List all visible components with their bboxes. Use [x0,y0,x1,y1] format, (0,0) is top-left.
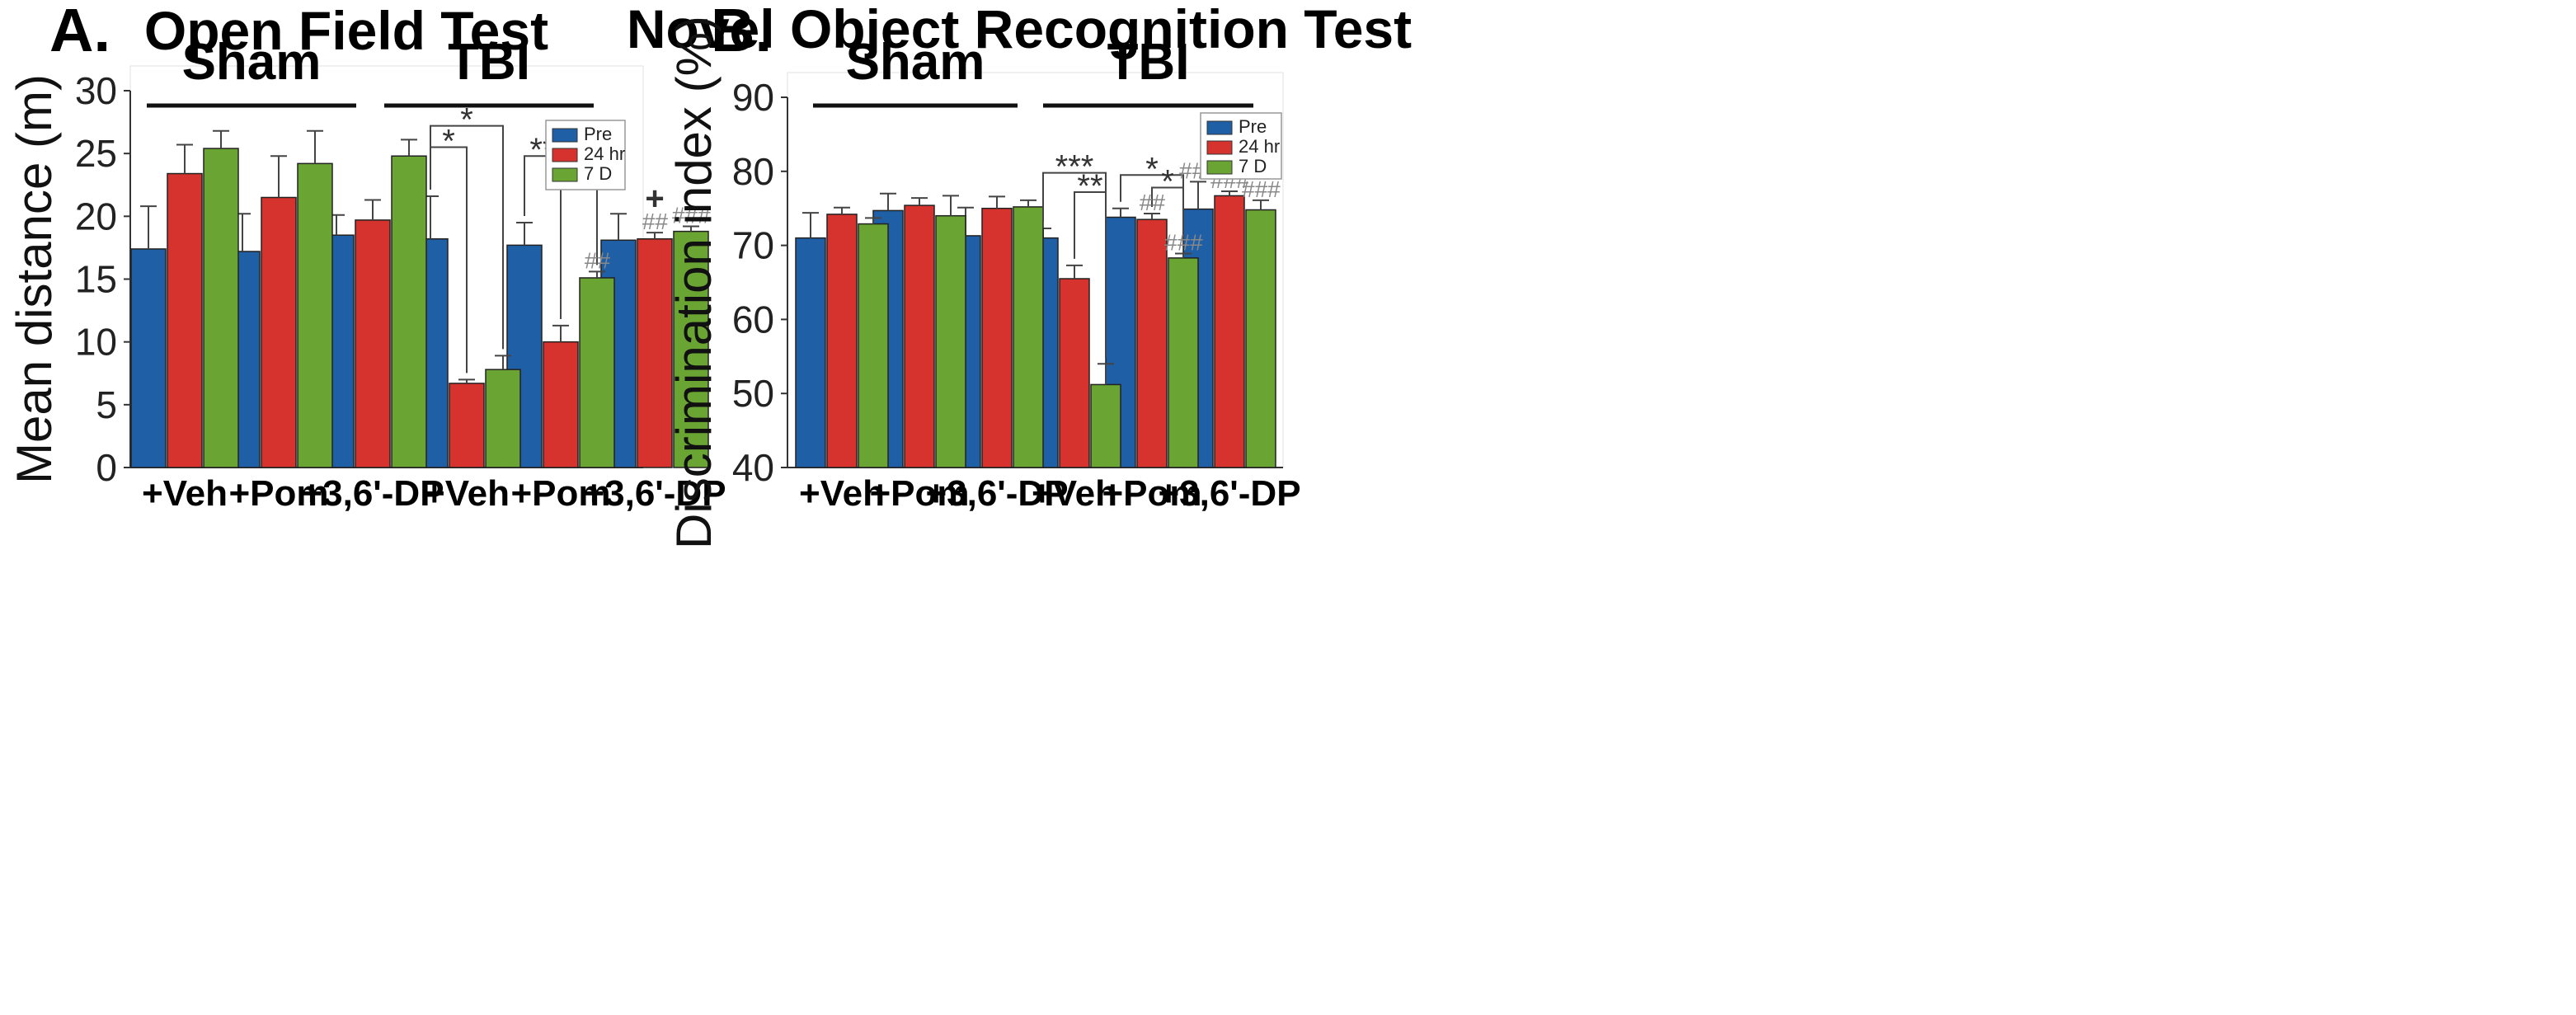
bar-24-hr [543,341,579,468]
chart-title: Open Field Test [144,0,548,61]
bar-mark: ### [1164,229,1203,255]
chart-novel-object: B.Novel Object Recognition Test 40 50 60 70 8… [627,0,1412,549]
bar-24-hr [826,214,858,468]
significance-bracket [1074,190,1107,358]
bar-7-d [203,148,239,468]
y-tick-label: 25 [75,132,117,175]
legend-label-24-hr: 24 hr [584,143,625,164]
bar-24-hr [449,383,485,468]
bar-7-d [673,230,709,468]
y-tick-label: 10 [75,321,117,364]
bar-7-d [1090,383,1121,468]
bar-7-d [1245,209,1276,468]
significance-label: *** [1055,149,1094,186]
x-tick-label: +3,6'-DP [925,473,1068,514]
group-label-tbi: TBI [1107,34,1190,91]
panel-letter: A. [49,0,110,64]
y-tick-label: 60 [732,298,774,341]
bar-24-hr [1136,219,1168,468]
legend-swatch-24-hr [552,148,578,162]
bar-pre [795,237,826,468]
group-label-sham: Sham [846,34,985,91]
x-tick-label: +Pom [1102,473,1201,514]
y-tick-label: 30 [75,69,117,112]
significance-bracket [430,125,504,350]
bar-7-d [391,155,427,468]
bar-mark: ## [584,247,610,273]
legend-label-24-hr: 24 hr [1239,136,1280,157]
significance-bracket [1151,186,1184,247]
y-tick-label: 70 [732,224,774,267]
bar-7-d [1168,257,1199,468]
x-tick-label: +3,6'-DP [583,473,726,514]
bar-24-hr [261,196,297,468]
bar-24-hr [167,172,203,468]
bar-7-d [1013,206,1044,468]
x-tick-label: +Pom [869,473,969,514]
x-tick-label: +Veh [1032,473,1117,514]
significance-label: * [460,102,473,139]
y-tick-label: 50 [732,372,774,415]
legend-label-pre: Pre [584,124,612,144]
significance-label: * [1161,164,1174,200]
legend-swatch-7-d [1206,160,1233,175]
x-tick-label: +Pom [510,473,610,514]
y-axis-label: Discrimination index (%) [666,16,722,549]
y-tick-label: 15 [75,258,117,301]
y-axis-label: Mean distance (m) [7,74,62,484]
x-tick-label: +3,6'-DP [1158,473,1300,514]
y-tick-label: 80 [732,150,774,193]
group-label-sham: Sham [182,34,322,91]
bar-24-hr [904,204,935,468]
bar-mark: ## [1139,190,1165,215]
legend-swatch-pre [552,128,578,143]
x-tick-label: +3,6'-DP [301,473,444,514]
bar-pre [130,248,167,468]
y-tick-label: 20 [75,195,117,237]
legend-swatch-24-hr [1206,140,1233,155]
bar-24-hr [637,238,673,468]
legend-label-7-d: 7 D [1239,156,1267,176]
bar-7-d [485,369,521,468]
significance-label: ** [1077,168,1102,204]
bar-mark: ### [672,203,711,228]
y-tick-label: 40 [732,446,774,489]
bar-7-d [579,277,615,468]
legend-label-7-d: 7 D [584,163,612,184]
y-tick-label: 0 [96,446,117,489]
panel-letter: B. [711,0,772,64]
group-label-tbi: TBI [448,34,530,91]
bar-24-hr [981,207,1013,468]
bar-mark: + [645,181,664,217]
significance-label: * [442,124,455,160]
bar-7-d [858,223,889,468]
bar-24-hr [1214,195,1245,468]
bar-7-d [297,162,333,468]
chart-open-field: A. Open Field Test 0 5 10 15 20 25 30 Mean distan… [7,0,726,514]
y-tick-label: 90 [732,76,774,119]
x-tick-label: +Veh [799,473,885,514]
bar-7-d [935,214,966,468]
significance-label: * [1145,151,1159,187]
legend-swatch-7-d [552,167,578,182]
bar-24-hr [355,219,391,468]
bar-mark: ## [642,209,668,234]
bar-mark: ### [1242,176,1281,202]
x-tick-label: +Veh [142,473,228,514]
legend-label-pre: Pre [1239,116,1267,137]
x-tick-label: +Veh [424,473,510,514]
chart-title: Novel Object Recognition Test [627,0,1412,59]
y-tick-label: 5 [96,383,117,426]
legend-swatch-pre [1206,120,1233,135]
bar-24-hr [1059,278,1090,468]
x-tick-label: +Pom [228,473,328,514]
